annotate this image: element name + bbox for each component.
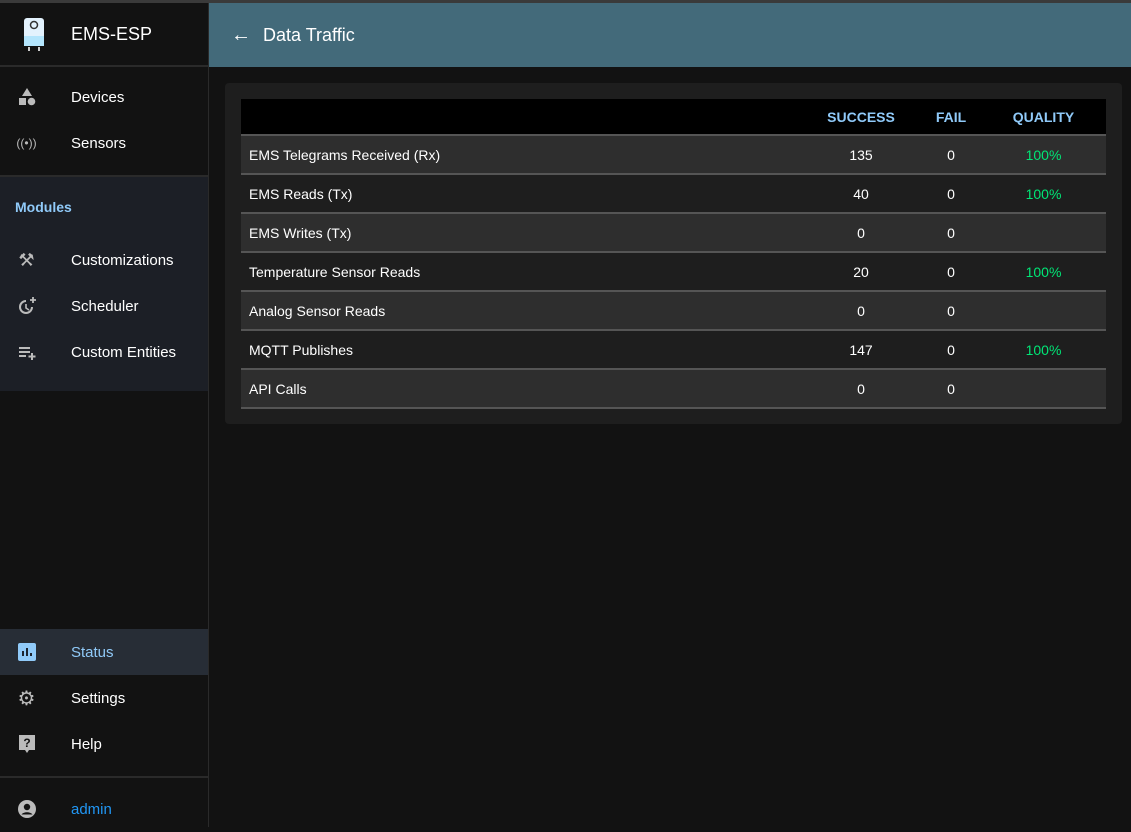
sidebar-item-help[interactable]: ? Help — [0, 721, 208, 767]
column-header-success: SUCCESS — [801, 99, 921, 136]
row-success: 0 — [801, 291, 921, 331]
sidebar-item-label: Custom Entities — [71, 343, 177, 361]
window-top-strip — [0, 0, 1131, 3]
page-title: Data Traffic — [263, 24, 355, 45]
row-fail: 0 — [921, 252, 981, 292]
row-success: 147 — [801, 330, 921, 370]
app-logo-area[interactable]: EMS-ESP — [0, 3, 208, 67]
back-arrow-icon[interactable]: ← — [231, 23, 251, 46]
sidebar-item-customizations[interactable]: ⚒ Customizations — [0, 237, 208, 283]
row-name: Temperature Sensor Reads — [241, 252, 801, 292]
row-success: 0 — [801, 369, 921, 409]
modules-section: Modules ⚒ Customizations Scheduler Custom… — [0, 175, 208, 391]
table-row: Analog Sensor Reads 0 0 — [241, 291, 1106, 331]
row-fail: 0 — [921, 174, 981, 214]
row-name: EMS Reads (Tx) — [241, 174, 801, 214]
sidebar-item-user[interactable]: admin — [0, 786, 208, 832]
table-row: Temperature Sensor Reads 20 0 100% — [241, 252, 1106, 292]
column-header-name — [241, 99, 801, 136]
row-quality — [981, 213, 1106, 253]
svg-text:?: ? — [23, 736, 30, 750]
sidebar-item-label: Sensors — [71, 134, 127, 152]
row-name: MQTT Publishes — [241, 330, 801, 370]
gear-icon: ⚙ — [17, 687, 36, 710]
sensors-icon: ((•)) — [16, 136, 37, 150]
row-name: EMS Writes (Tx) — [241, 213, 801, 253]
row-quality: 100% — [981, 174, 1106, 214]
table-row: API Calls 0 0 — [241, 369, 1106, 409]
sidebar: EMS-ESP Devices ((•)) Sensors Modules ⚒ Cu… — [0, 3, 209, 827]
devices-icon — [0, 87, 71, 107]
row-quality — [981, 291, 1106, 331]
bar-chart-icon — [0, 643, 71, 661]
sidebar-item-settings[interactable]: ⚙ Settings — [0, 675, 208, 721]
row-quality — [981, 369, 1106, 409]
table-row: EMS Writes (Tx) 0 0 — [241, 213, 1106, 253]
sidebar-item-label: Help — [71, 735, 102, 753]
row-fail: 0 — [921, 369, 981, 409]
data-traffic-card: SUCCESS FAIL QUALITY EMS Telegrams Recei… — [225, 83, 1122, 424]
row-fail: 0 — [921, 213, 981, 253]
row-quality: 100% — [981, 252, 1106, 292]
sidebar-item-devices[interactable]: Devices — [0, 74, 208, 120]
sidebar-item-label: Settings — [71, 689, 126, 707]
table-row: MQTT Publishes 147 0 100% — [241, 330, 1106, 370]
row-quality: 100% — [981, 330, 1106, 370]
data-traffic-table: SUCCESS FAIL QUALITY EMS Telegrams Recei… — [241, 99, 1106, 409]
help-icon: ? — [0, 734, 71, 754]
row-quality: 100% — [981, 135, 1106, 175]
column-header-fail: FAIL — [921, 99, 981, 136]
scheduler-icon — [0, 296, 71, 316]
sidebar-divider — [0, 776, 208, 778]
table-row: EMS Telegrams Received (Rx) 135 0 100% — [241, 135, 1106, 175]
table-header-row: SUCCESS FAIL QUALITY — [241, 99, 1106, 136]
table-row: EMS Reads (Tx) 40 0 100% — [241, 174, 1106, 214]
sidebar-item-label: Devices — [71, 88, 125, 106]
row-name: EMS Telegrams Received (Rx) — [241, 135, 801, 175]
row-name: Analog Sensor Reads — [241, 291, 801, 331]
row-fail: 0 — [921, 291, 981, 331]
tools-icon: ⚒ — [18, 249, 35, 270]
row-fail: 0 — [921, 135, 981, 175]
sidebar-item-label: Scheduler — [71, 297, 139, 315]
sidebar-item-custom-entities[interactable]: Custom Entities — [0, 329, 208, 375]
app-name: EMS-ESP — [71, 23, 153, 44]
row-fail: 0 — [921, 330, 981, 370]
modules-heading: Modules — [15, 199, 72, 215]
boiler-logo-icon — [24, 18, 44, 51]
account-circle-icon — [0, 799, 71, 819]
user-name: admin — [71, 800, 112, 818]
row-name: API Calls — [241, 369, 801, 409]
sidebar-item-label: Customizations — [71, 251, 174, 269]
sidebar-item-status[interactable]: Status — [0, 629, 208, 675]
playlist-add-icon — [0, 342, 71, 362]
row-success: 20 — [801, 252, 921, 292]
sidebar-item-label: Status — [71, 643, 114, 661]
column-header-quality: QUALITY — [981, 99, 1106, 136]
sidebar-item-scheduler[interactable]: Scheduler — [0, 283, 208, 329]
row-success: 135 — [801, 135, 921, 175]
sidebar-item-sensors[interactable]: ((•)) Sensors — [0, 120, 208, 166]
row-success: 40 — [801, 174, 921, 214]
row-success: 0 — [801, 213, 921, 253]
app-bar: ← Data Traffic — [209, 3, 1131, 67]
sidebar-bottom: Status ⚙ Settings ? Help admin — [0, 629, 208, 832]
